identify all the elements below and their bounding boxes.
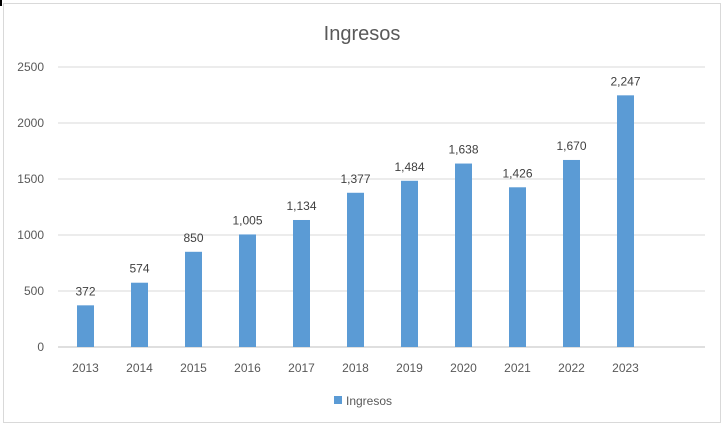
x-tick-label: 2023 — [612, 361, 639, 375]
data-label: 372 — [75, 284, 95, 298]
bar — [239, 234, 256, 347]
y-tick-label: 2500 — [17, 60, 44, 74]
x-tick-label: 2016 — [234, 361, 261, 375]
corner-mark — [0, 0, 2, 6]
data-labels: 372 574 850 1,005 1,134 1,377 1,484 1,638 1,426 1… — [75, 74, 640, 298]
bar — [401, 180, 418, 347]
bar — [185, 251, 202, 347]
y-axis-ticks: 0 500 1000 1500 2000 2500 — [17, 60, 44, 354]
data-label: 1,134 — [286, 199, 316, 213]
legend-label: Ingresos — [346, 394, 392, 408]
x-tick-label: 2021 — [504, 361, 531, 375]
bar — [617, 95, 634, 347]
x-tick-label: 2014 — [126, 361, 153, 375]
bar — [131, 282, 148, 347]
legend-swatch — [334, 396, 342, 404]
y-tick-label: 500 — [24, 284, 44, 298]
x-tick-label: 2013 — [72, 361, 99, 375]
bar — [293, 219, 310, 347]
bar — [563, 159, 580, 347]
chart-title: Ingresos — [324, 23, 401, 45]
bar — [77, 305, 94, 347]
data-label: 1,005 — [232, 213, 262, 227]
data-label: 1,426 — [502, 166, 532, 180]
data-label: 2,247 — [610, 74, 640, 88]
y-tick-label: 1500 — [17, 172, 44, 186]
x-tick-label: 2019 — [396, 361, 423, 375]
data-label: 1,484 — [394, 160, 424, 174]
x-tick-label: 2018 — [342, 361, 369, 375]
data-label: 574 — [129, 262, 149, 276]
x-tick-label: 2015 — [180, 361, 207, 375]
bar — [347, 192, 364, 347]
x-tick-label: 2017 — [288, 361, 315, 375]
bar — [509, 187, 526, 347]
gridlines — [58, 66, 705, 348]
x-axis-ticks: 2013 2014 2015 2016 2017 2018 2019 2020 2021 2022… — [72, 361, 639, 375]
bar — [455, 163, 472, 347]
x-tick-label: 2020 — [450, 361, 477, 375]
y-tick-label: 0 — [37, 340, 44, 354]
y-tick-label: 1000 — [17, 228, 44, 242]
bars — [77, 95, 634, 347]
data-label: 1,670 — [556, 139, 586, 153]
legend: Ingresos — [334, 394, 392, 408]
data-label: 850 — [183, 231, 203, 245]
x-tick-label: 2022 — [558, 361, 585, 375]
data-label: 1,377 — [340, 172, 370, 186]
data-label: 1,638 — [448, 143, 478, 157]
y-tick-label: 2000 — [17, 116, 44, 130]
